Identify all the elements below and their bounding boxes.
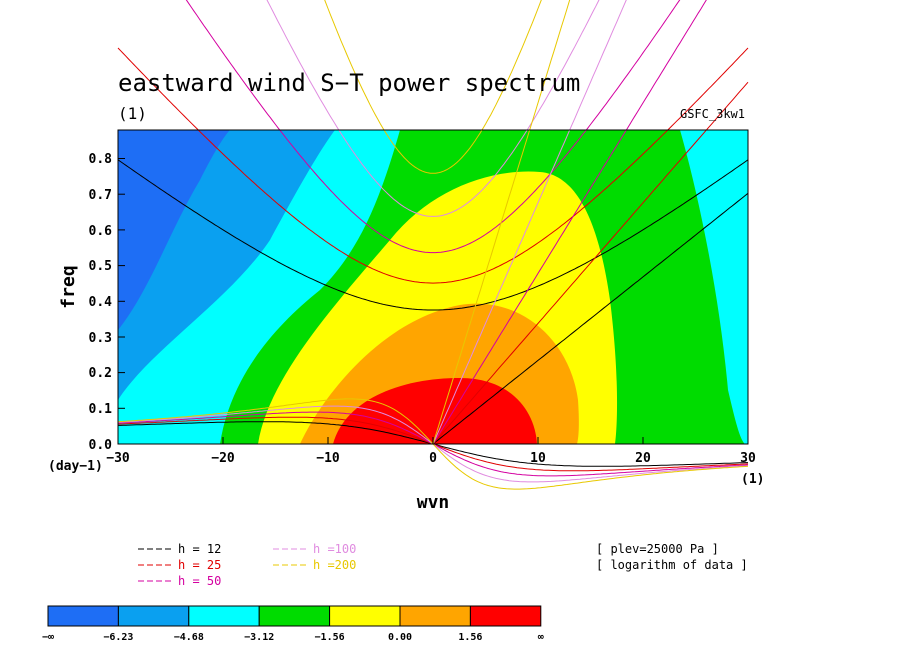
y-tick-label: 0.2 xyxy=(89,366,112,381)
colorbar-tick-label: ∞ xyxy=(538,632,544,643)
inertio-gravity-curve-h100 xyxy=(266,0,600,217)
y-tick-label: 0.8 xyxy=(89,152,113,167)
annotation-plev: [ plev=25000 Pa ] xyxy=(596,542,719,556)
curve-legend: h = 12 h = 25 h = 50 h =100 h =200 xyxy=(138,542,356,588)
legend-label-h25: h = 25 xyxy=(178,558,221,572)
colorbar-tick-label: −1.56 xyxy=(315,632,345,643)
y-unit-label: (day−1) xyxy=(48,459,103,474)
colorbar-tick-label: 0.00 xyxy=(388,632,412,643)
y-tick-label: 0.7 xyxy=(89,188,112,203)
kelvin-wave-curve-h100 xyxy=(432,0,627,445)
kelvin-wave-curve-h25 xyxy=(432,81,749,445)
colorbar-swatch-5 xyxy=(399,605,471,627)
y-tick-label: 0.4 xyxy=(89,295,113,310)
legend-label-h100: h =100 xyxy=(313,542,356,556)
y-tick-label: 0.5 xyxy=(89,259,112,274)
x-tick-label: 30 xyxy=(740,451,756,466)
colorbar-swatch-0 xyxy=(47,605,119,627)
x-tick-label: 20 xyxy=(635,451,651,466)
chart-title: eastward wind S−T power spectrum xyxy=(118,69,580,97)
inertio-gravity-curve-h200 xyxy=(324,0,542,174)
colorbar: −∞ −6.23 −4.68 −3.12 −1.56 0.00 1.56 ∞ xyxy=(42,605,544,643)
contour-fills xyxy=(118,130,748,444)
chart-subtitle: (1) xyxy=(118,104,147,123)
x-tick-label: −30 xyxy=(106,451,130,466)
legend-label-h200: h =200 xyxy=(313,558,356,572)
source-label: GSFC_3kw1 xyxy=(680,107,745,121)
y-tick-label: 0.1 xyxy=(89,402,113,417)
colorbar-tick-label: −∞ xyxy=(42,632,54,643)
colorbar-swatch-6 xyxy=(469,605,542,627)
axis-ticks xyxy=(117,158,749,445)
y-tick-label: 0.3 xyxy=(89,331,112,346)
dispersion-curves xyxy=(117,0,749,490)
x-tick-label: −10 xyxy=(316,451,340,466)
colorbar-tick-label: −4.68 xyxy=(174,632,204,643)
colorbar-swatch-1 xyxy=(117,605,190,627)
colorbar-tick-label: 1.56 xyxy=(458,632,482,643)
colorbar-swatch-4 xyxy=(329,605,401,627)
legend-label-h12: h = 12 xyxy=(178,542,221,556)
colorbar-tick-label: −3.12 xyxy=(244,632,274,643)
y-tick-label: 0.6 xyxy=(89,224,113,239)
colorbar-swatch-3 xyxy=(258,605,331,627)
x-axis-label: wvn xyxy=(417,492,450,513)
x-tick-label: −20 xyxy=(211,451,235,466)
x-tick-label: 0 xyxy=(429,451,437,466)
x-unit-label: (1) xyxy=(741,472,764,487)
kelvin-wave-curve-h200 xyxy=(432,0,571,445)
y-axis-label: freq xyxy=(58,265,79,308)
inertio-gravity-curve-h50 xyxy=(185,0,681,254)
x-tick-label: 10 xyxy=(530,451,546,466)
colorbar-tick-label: −6.23 xyxy=(103,632,133,643)
colorbar-swatch-2 xyxy=(188,605,260,627)
inertio-gravity-curve-h25 xyxy=(117,47,749,284)
legend-label-h50: h = 50 xyxy=(178,574,221,588)
kelvin-wave-curve-h50 xyxy=(432,0,707,445)
annotation-logarithm: [ logarithm of data ] xyxy=(596,558,748,572)
y-tick-label: 0.0 xyxy=(89,438,113,453)
inertio-gravity-curve-h12 xyxy=(117,159,749,311)
kelvin-wave-curve-h12 xyxy=(432,192,749,445)
